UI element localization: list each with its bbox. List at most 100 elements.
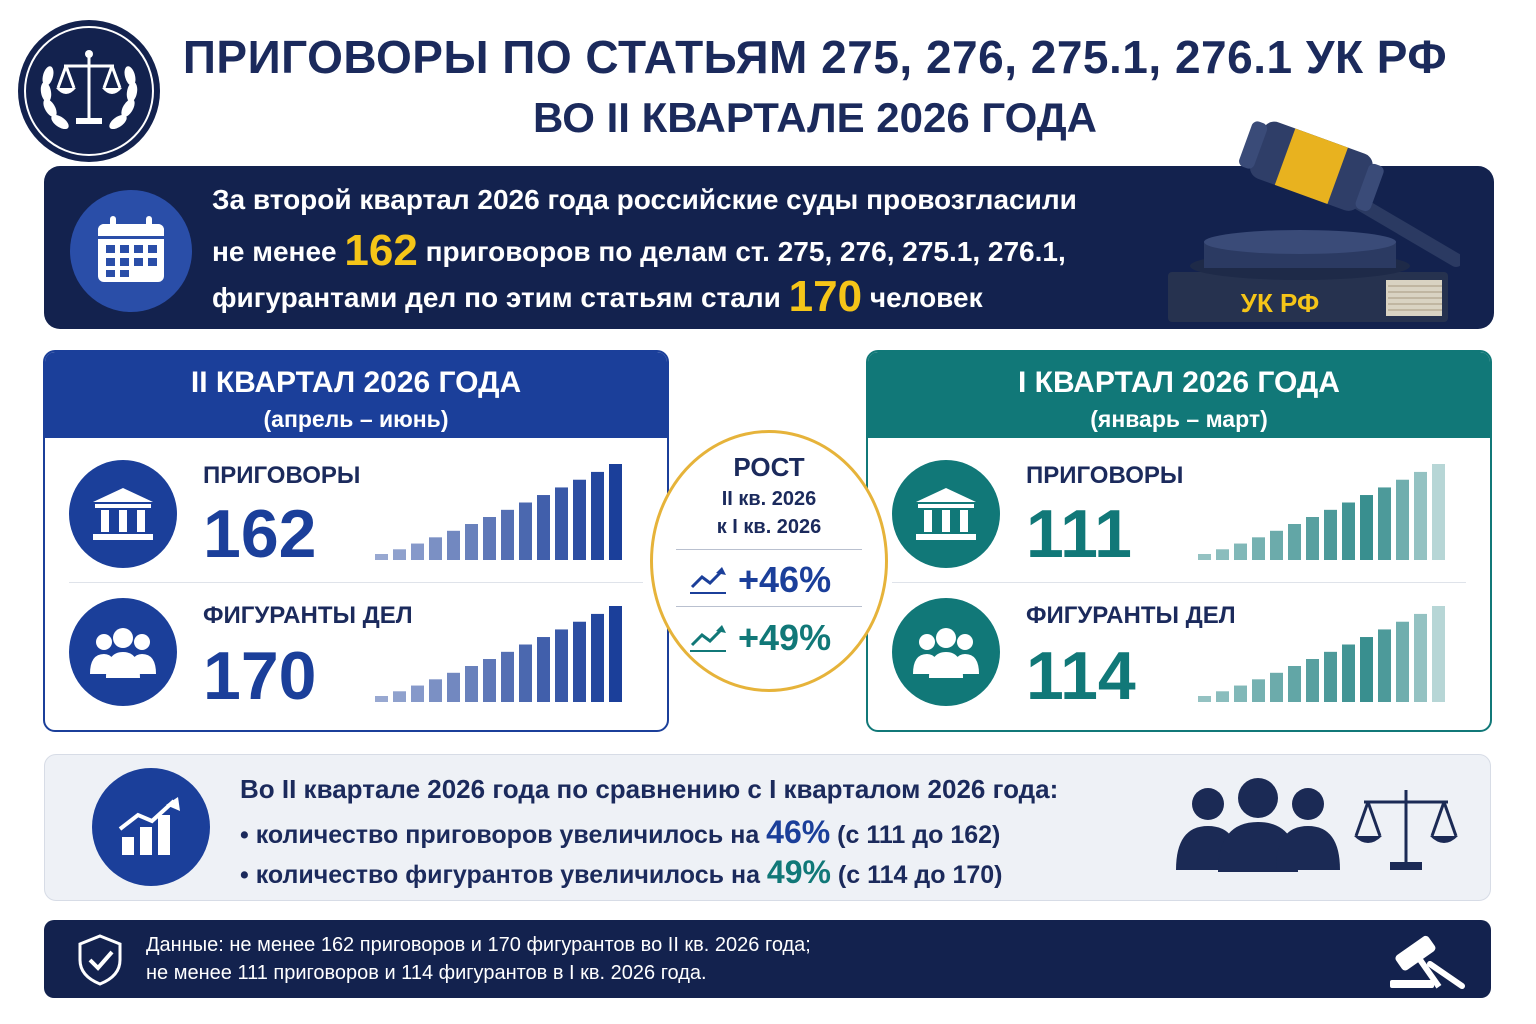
q1-defendants-value: 114 <box>1026 638 1136 714</box>
card-q2-header: II КВАРТАЛ 2026 ГОДА (апрель – июнь) <box>45 352 667 438</box>
decorative-bar <box>393 691 406 702</box>
decorative-bar <box>1378 487 1391 560</box>
card-q1-subtitle: (январь – март) <box>1090 406 1268 432</box>
decorative-bar <box>411 543 424 560</box>
intro-verdicts-number: 162 <box>344 226 418 275</box>
gavel-book-icon: УК РФ <box>1168 121 1460 322</box>
decorative-bar <box>1396 479 1409 560</box>
decorative-bar <box>429 537 442 560</box>
decorative-bar <box>519 502 532 560</box>
comparison-text: (с 114 до 170) <box>830 861 1003 889</box>
trend-up-icon <box>690 567 726 594</box>
gavel-icon <box>1390 935 1465 989</box>
card-divider <box>892 582 1466 583</box>
growth-subtitle-1: II кв. 2026 <box>721 488 817 510</box>
decorative-bar <box>1234 543 1247 560</box>
intro-line-2: не менее 162 приговоров по делам ст. 275… <box>212 226 1066 276</box>
intro-text: не менее <box>212 236 345 267</box>
decorative-bar <box>1378 629 1391 702</box>
decorative-bar <box>411 685 424 702</box>
decorative-bar <box>465 666 478 702</box>
footer-line-2: не менее 111 приговоров и 114 фигурантов… <box>146 962 707 984</box>
people-scales-icon <box>1176 778 1458 872</box>
growth-defendants-value: +49% <box>738 617 832 658</box>
decorative-bar <box>609 606 622 702</box>
decorative-bar <box>1252 679 1265 702</box>
decorative-bar <box>537 637 550 702</box>
decorative-bar <box>429 679 442 702</box>
decorative-bar <box>1396 621 1409 702</box>
intro-text: приговоров по делам ст. 275, 276, 275.1,… <box>417 236 1066 267</box>
q2-verdicts-value: 162 <box>203 496 317 572</box>
q2-defendants-value: 170 <box>203 638 317 714</box>
decorative-bar <box>555 629 568 702</box>
card-q2-subtitle: (апрель – июнь) <box>263 406 449 432</box>
people-group-icon <box>69 598 177 706</box>
comparison-verdicts-pct: 46% <box>766 814 831 850</box>
q1-defendants-bars <box>1198 606 1445 702</box>
comparison-text: (с 111 до 162) <box>830 821 1001 849</box>
q2-defendants-label: ФИГУРАНТЫ ДЕЛ <box>203 602 413 629</box>
decorative-bar <box>591 471 604 560</box>
people-group-icon <box>892 598 1000 706</box>
decorative-bar <box>1342 502 1355 560</box>
growth-verdicts-value: +46% <box>738 559 832 600</box>
growth-circle <box>650 430 888 692</box>
courthouse-icon <box>892 460 1000 568</box>
growth-divider <box>676 549 862 550</box>
growth-row-defendants: +49% <box>688 616 858 660</box>
card-q2-title: II КВАРТАЛ 2026 ГОДА <box>190 366 522 399</box>
comparison-text: • количество приговоров увеличилось на <box>240 821 767 849</box>
decorative-bar <box>375 696 388 702</box>
growth-chart-icon <box>92 768 210 886</box>
q1-verdicts-value: 111 <box>1026 496 1132 572</box>
decorative-bar <box>555 487 568 560</box>
growth-row-verdicts: +46% <box>688 558 858 602</box>
comparison-heading: Во II квартале 2026 года по сравнению с … <box>240 774 1059 804</box>
q2-defendants-bars <box>375 606 622 702</box>
shield-check-icon <box>78 934 122 986</box>
q1-defendants-label: ФИГУРАНТЫ ДЕЛ <box>1026 602 1236 629</box>
intro-line-1: За второй квартал 2026 года российские с… <box>212 184 1077 215</box>
page-subtitle: ВО II КВАРТАЛЕ 2026 ГОДА <box>532 94 1098 141</box>
calendar-icon <box>70 190 192 312</box>
decorative-bar <box>447 530 460 560</box>
emblem-scales-icon <box>18 20 160 162</box>
decorative-bar <box>1252 537 1265 560</box>
decorative-bar <box>537 495 550 560</box>
footer-bar <box>44 920 1491 998</box>
decorative-bar <box>465 524 478 560</box>
comparison-line-defendants: • количество фигурантов увеличилось на 4… <box>240 854 1003 891</box>
decorative-bar <box>1198 554 1211 560</box>
card-q1: I КВАРТАЛ 2026 ГОДА (январь – март) ПРИГ… <box>866 350 1492 732</box>
card-q1-title: I КВАРТАЛ 2026 ГОДА <box>1018 366 1340 399</box>
book-label: УК РФ <box>1241 288 1319 318</box>
courthouse-icon <box>69 460 177 568</box>
decorative-bar <box>1414 613 1427 702</box>
decorative-bar <box>1306 659 1319 702</box>
decorative-bar <box>573 479 586 560</box>
q1-verdicts-label: ПРИГОВОРЫ <box>1026 462 1184 489</box>
page-title: ПРИГОВОРЫ ПО СТАТЬЯМ 275, 276, 275.1, 27… <box>182 31 1448 83</box>
decorative-bar <box>447 672 460 702</box>
card-q1-header: I КВАРТАЛ 2026 ГОДА (январь – март) <box>868 352 1490 438</box>
decorative-bar <box>1324 651 1337 702</box>
q2-verdicts-bars <box>375 464 622 560</box>
decorative-bar <box>1324 509 1337 560</box>
intro-defendants-number: 170 <box>788 272 863 321</box>
decorative-bar <box>1342 644 1355 702</box>
decorative-bar <box>393 549 406 560</box>
decorative-bar <box>573 621 586 702</box>
decorative-bar <box>1234 685 1247 702</box>
decorative-bar <box>1216 691 1229 702</box>
intro-text: фигурантами дел по этим статьям стали <box>212 282 789 313</box>
decorative-bar <box>483 517 496 560</box>
card-q2: II КВАРТАЛ 2026 ГОДА (апрель – июнь) ПРИ… <box>43 350 669 732</box>
decorative-bar <box>1360 637 1373 702</box>
comparison-defendants-pct: 49% <box>766 854 831 890</box>
decorative-bar <box>1432 464 1445 560</box>
decorative-bar <box>609 464 622 560</box>
growth-divider <box>676 606 862 607</box>
decorative-bar <box>1288 666 1301 702</box>
card-divider <box>69 582 643 583</box>
